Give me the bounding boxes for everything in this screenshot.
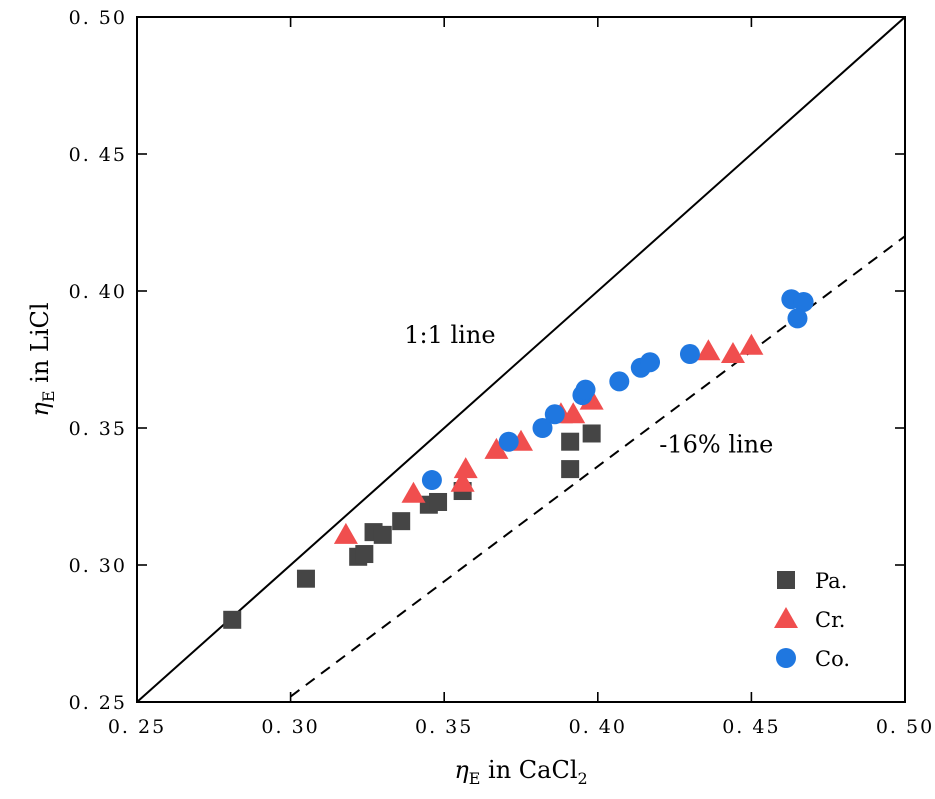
x-tick-label: 0. 50 xyxy=(876,716,934,738)
triangle-marker xyxy=(561,402,586,424)
axis-label-text: in CaCl xyxy=(480,756,577,784)
minus-16-percent-line-label: -16% line xyxy=(659,431,773,459)
axis-label-text: in LiCl xyxy=(26,302,54,390)
circle-marker xyxy=(609,371,630,392)
square-marker xyxy=(392,512,411,531)
square-marker xyxy=(355,545,374,564)
triangle-marker xyxy=(453,457,478,479)
circle-marker xyxy=(575,379,596,400)
minus-16-percent-line xyxy=(290,235,906,698)
axis-label-subscript: 2 xyxy=(578,769,588,788)
legend-label: Pa. xyxy=(815,569,847,593)
data-markers xyxy=(223,289,814,629)
x-tick-label: 0. 45 xyxy=(722,716,780,738)
square-marker xyxy=(373,525,392,544)
triangle-marker xyxy=(450,470,475,492)
circle-marker xyxy=(793,291,814,312)
y-tick-label: 0. 35 xyxy=(69,418,127,440)
legend-label: Co. xyxy=(815,647,850,671)
triangle-marker xyxy=(333,522,358,544)
legend-square-marker xyxy=(777,571,795,589)
x-tick-label: 0. 35 xyxy=(415,716,473,738)
x-axis-label: ηE in CaCl2 xyxy=(454,756,587,788)
square-marker xyxy=(223,610,242,629)
series-pa xyxy=(223,424,601,629)
x-tick-label: 0. 25 xyxy=(108,716,166,738)
axis-label-subscript: E xyxy=(39,390,58,402)
axis-label-symbol: η xyxy=(26,402,54,417)
legend: Pa. Cr. Co. xyxy=(774,569,850,671)
one-to-one-line-label: 1:1 line xyxy=(404,321,495,349)
square-marker xyxy=(296,569,315,588)
square-marker xyxy=(561,460,580,479)
axis-ticks: 0. 25 0. 30 0. 35 0. 40 0. 45 0. 50 0. 25 0. 30… xyxy=(69,7,934,738)
legend-circle-marker xyxy=(776,648,796,668)
circle-marker xyxy=(544,404,565,425)
y-tick-label: 0. 25 xyxy=(69,692,127,714)
axis-label-symbol: η xyxy=(454,756,469,784)
y-tick-label: 0. 30 xyxy=(69,555,127,577)
triangle-marker xyxy=(484,437,509,459)
x-tick-label: 0. 30 xyxy=(261,716,319,738)
triangle-marker xyxy=(696,339,721,361)
triangle-marker xyxy=(720,342,745,364)
triangle-marker xyxy=(739,333,764,355)
y-axis-label: ηE in LiCl xyxy=(26,302,58,416)
circle-marker xyxy=(640,352,661,373)
series-co xyxy=(421,289,814,491)
plot-frame xyxy=(136,16,906,703)
x-tick-label: 0. 40 xyxy=(569,716,627,738)
circle-marker xyxy=(421,470,442,491)
legend-triangle-marker xyxy=(774,607,798,628)
y-tick-label: 0. 50 xyxy=(69,7,127,29)
square-marker xyxy=(429,492,448,511)
y-tick-label: 0. 40 xyxy=(69,281,127,303)
plot-area xyxy=(136,16,906,703)
square-marker xyxy=(582,424,601,443)
square-marker xyxy=(561,432,580,451)
reference-lines xyxy=(136,16,906,703)
legend-label: Cr. xyxy=(815,608,845,632)
circle-marker xyxy=(498,431,519,452)
one-to-one-line xyxy=(136,16,906,703)
circle-marker xyxy=(679,344,700,365)
axis-label-subscript: E xyxy=(469,769,481,788)
triangle-marker xyxy=(401,481,426,503)
circle-marker xyxy=(532,418,553,438)
circle-marker xyxy=(787,308,808,329)
y-tick-label: 0. 45 xyxy=(69,144,127,166)
annotations: 1:1 line -16% line xyxy=(404,321,773,459)
